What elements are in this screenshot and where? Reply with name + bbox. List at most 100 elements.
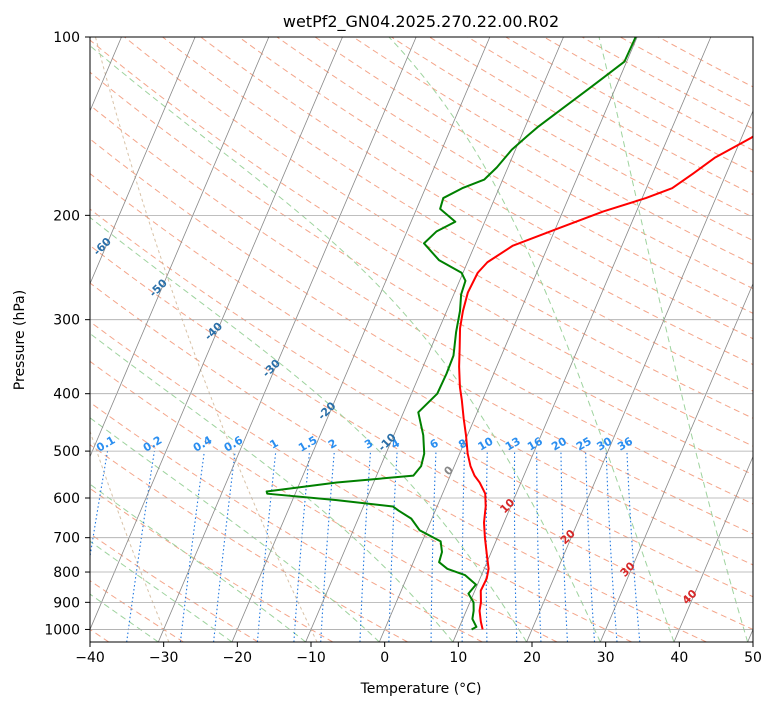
plot-frame bbox=[89, 36, 754, 643]
x-axis-label: Temperature (°C) bbox=[360, 681, 482, 697]
dew-point-label: 0 bbox=[441, 463, 456, 478]
mixing-ratio-label: 36 bbox=[615, 434, 635, 453]
saturation-curve bbox=[90, 429, 170, 642]
mixing-ratio-line bbox=[126, 451, 155, 642]
isotherm bbox=[378, 37, 638, 642]
dry-adiabat bbox=[314, 37, 753, 290]
x-tick-label: 0 bbox=[380, 650, 389, 666]
dry-adiabat bbox=[505, 37, 753, 173]
dry-adiabat bbox=[391, 37, 753, 242]
dry-adiabat bbox=[200, 37, 753, 366]
y-tick-label: 100 bbox=[53, 30, 80, 46]
dry-adiabat bbox=[90, 208, 753, 598]
y-tick-label: 1000 bbox=[44, 622, 80, 638]
frost-point-label: -80 bbox=[0, 144, 6, 167]
isotherm bbox=[157, 37, 417, 642]
dry-adiabat bbox=[352, 37, 753, 265]
dry-adiabat bbox=[90, 138, 753, 535]
mixing-ratio-label: 30 bbox=[595, 434, 615, 453]
isotherm bbox=[526, 109, 753, 642]
series-line bbox=[458, 135, 753, 630]
mixing-ratio-label: 1 bbox=[267, 437, 280, 452]
mixing-ratio-line bbox=[605, 451, 618, 642]
dry-adiabat bbox=[90, 321, 632, 642]
y-tick-label: 800 bbox=[53, 565, 80, 581]
isotherm bbox=[452, 37, 712, 642]
dry-adiabat bbox=[90, 104, 753, 505]
dry-adiabat bbox=[429, 37, 753, 218]
mixing-ratio-line bbox=[430, 451, 437, 642]
mixing-ratio-line bbox=[513, 451, 518, 642]
x-tick-label: −40 bbox=[75, 650, 105, 666]
mixing-ratio-line bbox=[179, 451, 205, 642]
dry-adiabat bbox=[90, 487, 334, 642]
data-series bbox=[265, 37, 753, 631]
isotherm bbox=[90, 37, 270, 458]
moist-adiabat bbox=[90, 216, 528, 642]
dry-adiabat bbox=[543, 37, 753, 151]
moist-adiabat bbox=[388, 37, 675, 642]
frost-point-label: -40 bbox=[202, 320, 225, 343]
y-tick-label: 700 bbox=[53, 531, 80, 547]
isotherm bbox=[305, 37, 564, 642]
dry-adiabat bbox=[162, 37, 753, 392]
background-lines bbox=[90, 37, 753, 642]
dry-adiabat bbox=[658, 37, 753, 88]
isotherm bbox=[673, 455, 753, 642]
mixing-ratio-label: 2 bbox=[326, 437, 339, 452]
frost-point-label: -30 bbox=[260, 356, 283, 379]
frost-point-label: -50 bbox=[147, 276, 170, 299]
mixing-ratio-line bbox=[213, 451, 236, 642]
y-tick-label: 300 bbox=[53, 313, 80, 329]
series-line bbox=[265, 37, 637, 631]
dry-adiabat bbox=[90, 401, 483, 642]
y-tick-label: 200 bbox=[53, 208, 80, 224]
mixing-ratio-label: 13 bbox=[503, 435, 523, 454]
y-tick-label: 400 bbox=[53, 387, 80, 403]
x-tick-label: −30 bbox=[149, 650, 179, 666]
y-tick-label: 900 bbox=[53, 595, 80, 611]
y-tick-label: 500 bbox=[53, 444, 80, 460]
dry-adiabat bbox=[90, 71, 753, 476]
moist-adiabat bbox=[90, 45, 601, 642]
dry-adiabat bbox=[238, 37, 753, 340]
mixing-ratio-label: 10 bbox=[476, 434, 496, 453]
frost-point-label: -60 bbox=[91, 235, 114, 258]
dry-adiabat bbox=[124, 37, 753, 419]
x-tick-label: 50 bbox=[744, 650, 762, 666]
mixing-ratio-line bbox=[293, 451, 311, 642]
line-labels: 0.10.20.40.611.52346810131620253036-100-… bbox=[0, 144, 700, 607]
dry-adiabat bbox=[90, 533, 259, 642]
dry-adiabat bbox=[90, 244, 753, 630]
grid-lines bbox=[90, 37, 753, 642]
y-axis-label: Pressure (hPa) bbox=[12, 290, 28, 390]
x-tick-label: −20 bbox=[223, 650, 253, 666]
dew-point-label: 20 bbox=[558, 527, 578, 547]
dry-adiabat bbox=[90, 282, 707, 642]
chart-title: wetPf2_GN04.2025.270.22.00.R02 bbox=[283, 12, 559, 32]
y-tick-label: 600 bbox=[53, 491, 80, 507]
isotherm bbox=[231, 37, 491, 642]
x-tick-label: 10 bbox=[449, 650, 467, 666]
moist-adiabat bbox=[598, 37, 749, 642]
saturation-curve bbox=[94, 37, 318, 642]
x-tick-label: −10 bbox=[296, 650, 326, 666]
mixing-ratio-label: 20 bbox=[549, 434, 569, 453]
mixing-ratio-label: 16 bbox=[525, 434, 545, 453]
y-axis: 1000 900 800 700 600 500 400 300 200 100 bbox=[44, 30, 90, 638]
mixing-ratio-label: 3 bbox=[362, 437, 375, 452]
isotherm bbox=[90, 37, 343, 631]
dry-adiabat bbox=[90, 444, 408, 642]
moist-adiabat bbox=[90, 540, 233, 642]
isotherm bbox=[90, 37, 196, 285]
isotherm bbox=[599, 282, 753, 642]
moist-adiabat bbox=[90, 483, 306, 642]
x-axis: −40 −30 −20 −10 0 10 20 30 40 50 bbox=[75, 642, 762, 666]
dew-point-label: 30 bbox=[618, 559, 638, 579]
mixing-ratio-line bbox=[626, 451, 641, 642]
dry-adiabat bbox=[90, 360, 558, 642]
x-tick-label: 30 bbox=[597, 650, 615, 666]
mixing-ratio-label: 25 bbox=[574, 435, 594, 454]
x-tick-label: 20 bbox=[523, 650, 541, 666]
